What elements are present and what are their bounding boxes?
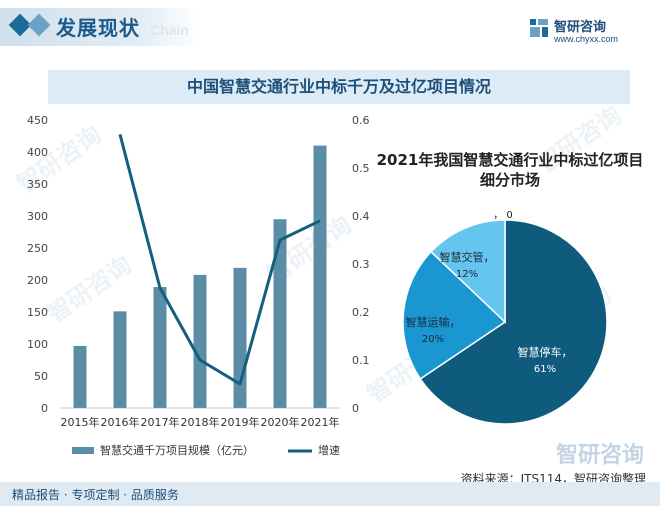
brand-name: 智研咨询: [554, 20, 607, 35]
chart-banner: 中国智慧交通行业中标千万及过亿项目情况: [48, 70, 630, 104]
bar: [153, 287, 167, 408]
bar-line-chart: 0 50 100 150 200 250 300 350 400 450 0 0.1 0.2 0.3 0.4…: [27, 114, 370, 457]
bar: [193, 274, 207, 408]
section-title: 发展现状: [56, 16, 140, 40]
brand-url: www.chyxx.com: [554, 34, 619, 44]
pie-value-label: 20%: [422, 334, 444, 345]
x-tick-label: 2015年: [61, 415, 100, 429]
bar: [313, 145, 327, 408]
y-right-tick-label: 0.6: [352, 114, 370, 127]
footer-text: 精品报告 · 专项定制 · 品质服务: [12, 488, 179, 502]
chart-banner-title: 中国智慧交通行业中标千万及过亿项目情况: [186, 77, 491, 96]
y-left-tick-label: 150: [27, 306, 48, 319]
growth-line: [118, 134, 321, 386]
footer-bar: 精品报告 · 专项定制 · 品质服务: [0, 482, 660, 506]
x-tick-label: 2016年: [101, 415, 140, 429]
legend-label-bar: 智慧交通千万项目规模（亿元）: [100, 443, 254, 457]
y-left-tick-label: 300: [27, 210, 48, 223]
y-left-tick-label: 400: [27, 146, 48, 159]
y-right-tick-label: 0.3: [352, 258, 370, 271]
pie-value-label: 12%: [456, 269, 478, 280]
x-tick-label: 2021年: [301, 415, 340, 429]
pie-label: 智慧交管，: [440, 250, 495, 264]
y-right-tick-label: 0.4: [352, 210, 370, 223]
y-left-tick-label: 350: [27, 178, 48, 191]
pie-value-label: 61%: [534, 364, 556, 375]
pie-slice: [419, 219, 608, 425]
x-tick-label: 2020年: [261, 415, 300, 429]
bar: [233, 267, 247, 408]
pie-slice: [430, 219, 506, 324]
pie-slice: [402, 250, 507, 380]
y-right-tick-label: 0: [352, 402, 359, 415]
bar: [113, 311, 127, 408]
bar: [273, 219, 287, 408]
footer-brand-watermark: 智研咨询: [555, 443, 644, 468]
legend-swatch-bar: [72, 447, 94, 454]
legend-label-line: 增速: [318, 443, 340, 457]
y-left-tick-label: 0: [41, 402, 48, 415]
y-left-tick-label: 100: [27, 338, 48, 351]
brand-logo-icon: [530, 19, 548, 37]
y-right-tick-label: 0.2: [352, 306, 370, 319]
y-right-tick-label: 0.1: [352, 354, 370, 367]
pie-label: 智慧停车，: [518, 345, 573, 359]
pie-value-label: ， 0: [493, 210, 513, 221]
y-left-tick-label: 50: [34, 370, 48, 383]
bar: [73, 345, 87, 408]
pie-chart-title: 2021年我国智慧交通行业中标过亿项目细分市场: [376, 151, 644, 189]
y-left-tick-label: 250: [27, 242, 48, 255]
y-right-tick-label: 0.5: [352, 162, 370, 175]
y-left-tick-label: 200: [27, 274, 48, 287]
pie-label: 智慧运输，: [406, 315, 461, 329]
y-left-tick-label: 450: [27, 114, 48, 127]
brand: 智研咨询 www.chyxx.com: [518, 16, 648, 46]
pie-chart: 智慧停车， 61% 智慧运输， 20% 智慧交管， 12% ， 0: [402, 210, 608, 425]
x-tick-label: 2018年: [181, 415, 220, 429]
section-ghost-text: Chain: [150, 22, 189, 38]
x-tick-label: 2017年: [141, 415, 180, 429]
x-tick-label: 2019年: [221, 415, 260, 429]
